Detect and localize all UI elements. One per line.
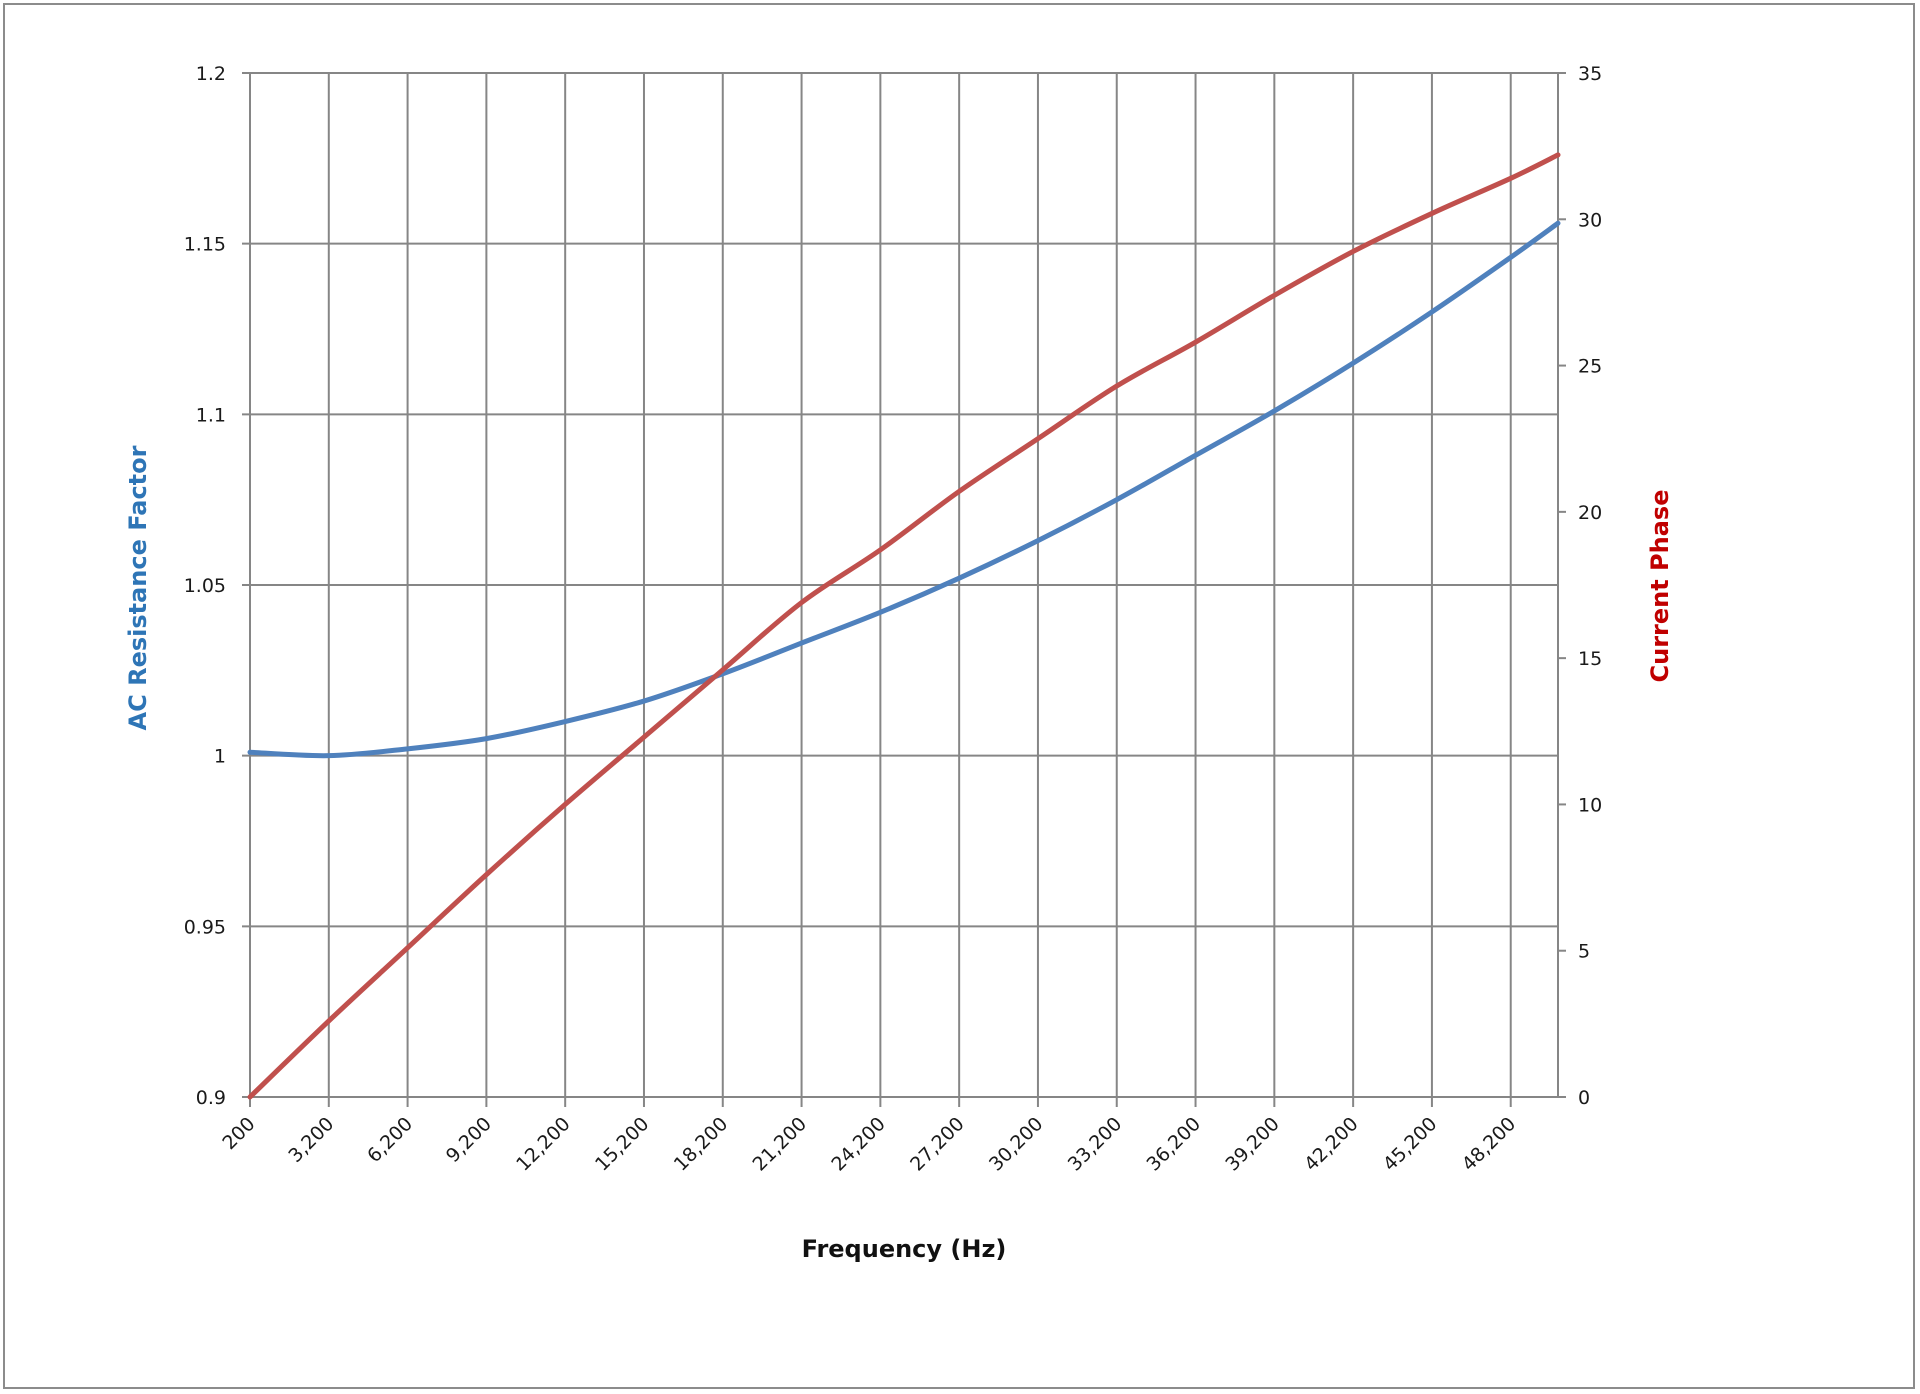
gridlines	[242, 72, 1566, 1107]
current-phase-line	[247, 152, 1561, 1100]
x-tick-label: 33,200	[1064, 1113, 1127, 1176]
left-tick-label: 1	[214, 746, 226, 768]
left-axis-ticks: 0.9 0.95 1 1.05 1.1 1.15 1.2	[184, 63, 226, 1109]
left-tick-label: 1.1	[196, 404, 226, 426]
right-tick-label: 15	[1578, 648, 1602, 670]
x-tick-label: 24,200	[827, 1113, 890, 1176]
left-tick-label: 1.05	[184, 575, 226, 597]
left-tick-label: 1.15	[184, 234, 226, 256]
series-lines	[247, 152, 1561, 1100]
ac-resistance-factor-line	[247, 220, 1561, 759]
x-tick-label: 42,200	[1300, 1113, 1363, 1176]
x-tick-label: 12,200	[512, 1113, 575, 1176]
x-tick-label: 9,200	[442, 1113, 496, 1167]
x-tick-label: 21,200	[749, 1113, 812, 1176]
right-tick-label: 25	[1578, 356, 1602, 378]
x-tick-label: 45,200	[1379, 1113, 1442, 1176]
x-tick-label: 27,200	[906, 1113, 969, 1176]
x-tick-label: 200	[218, 1113, 259, 1154]
right-tick-label: 20	[1578, 502, 1602, 524]
right-tick-label: 5	[1578, 941, 1590, 963]
x-axis-ticks: 200 3,200 6,200 9,200 12,200 15,200 18,200 21,2…	[218, 1113, 1520, 1176]
x-tick-label: 39,200	[1221, 1113, 1284, 1176]
x-tick-label: 18,200	[670, 1113, 733, 1176]
right-axis-title: Current Phase	[1646, 490, 1674, 683]
left-tick-label: 1.2	[196, 63, 226, 85]
x-tick-label: 15,200	[591, 1113, 654, 1176]
x-tick-label: 30,200	[985, 1113, 1048, 1176]
x-tick-label: 36,200	[1143, 1113, 1206, 1176]
left-axis-title: AC Resistance Factor	[124, 445, 152, 730]
right-tick-label: 35	[1578, 63, 1602, 85]
right-tick-label: 10	[1578, 794, 1602, 816]
x-tick-label: 6,200	[363, 1113, 417, 1167]
x-tick-label: 48,200	[1458, 1113, 1521, 1176]
right-tick-label: 0	[1578, 1087, 1590, 1109]
right-axis-ticks: 0 5 10 15 20 25 30 35	[1578, 63, 1602, 1109]
x-axis-title: Frequency (Hz)	[802, 1235, 1007, 1263]
right-tick-label: 30	[1578, 209, 1602, 231]
left-tick-label: 0.95	[184, 916, 226, 938]
left-tick-label: 0.9	[196, 1087, 226, 1109]
x-tick-label: 3,200	[284, 1113, 338, 1167]
